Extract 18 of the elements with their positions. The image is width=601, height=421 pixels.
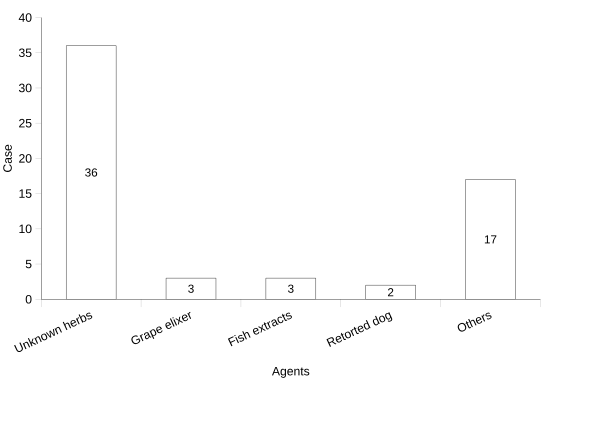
data-label: 2 <box>388 288 394 296</box>
y-tick-label: 10 <box>19 224 32 234</box>
y-tick-label: 5 <box>26 260 32 268</box>
y-tick-label: 20 <box>19 154 32 163</box>
y-tick-label: 40 <box>18 13 32 22</box>
data-label: 3 <box>288 284 294 293</box>
y-tick-label: 35 <box>18 48 32 58</box>
data-label: 17 <box>484 235 496 244</box>
x-tick-label: Others <box>458 312 492 332</box>
data-label: 36 <box>85 168 98 177</box>
y-tick-label: 30 <box>18 84 32 92</box>
y-tick-label: 15 <box>19 189 32 198</box>
data-label: 3 <box>188 284 194 293</box>
y-axis-title: Case <box>3 144 12 172</box>
x-axis-title: Agents <box>272 366 310 378</box>
y-tick-label: 25 <box>19 118 32 128</box>
y-tick-label: 0 <box>26 294 32 304</box>
x-tick-label: Grape elixer <box>131 312 192 344</box>
